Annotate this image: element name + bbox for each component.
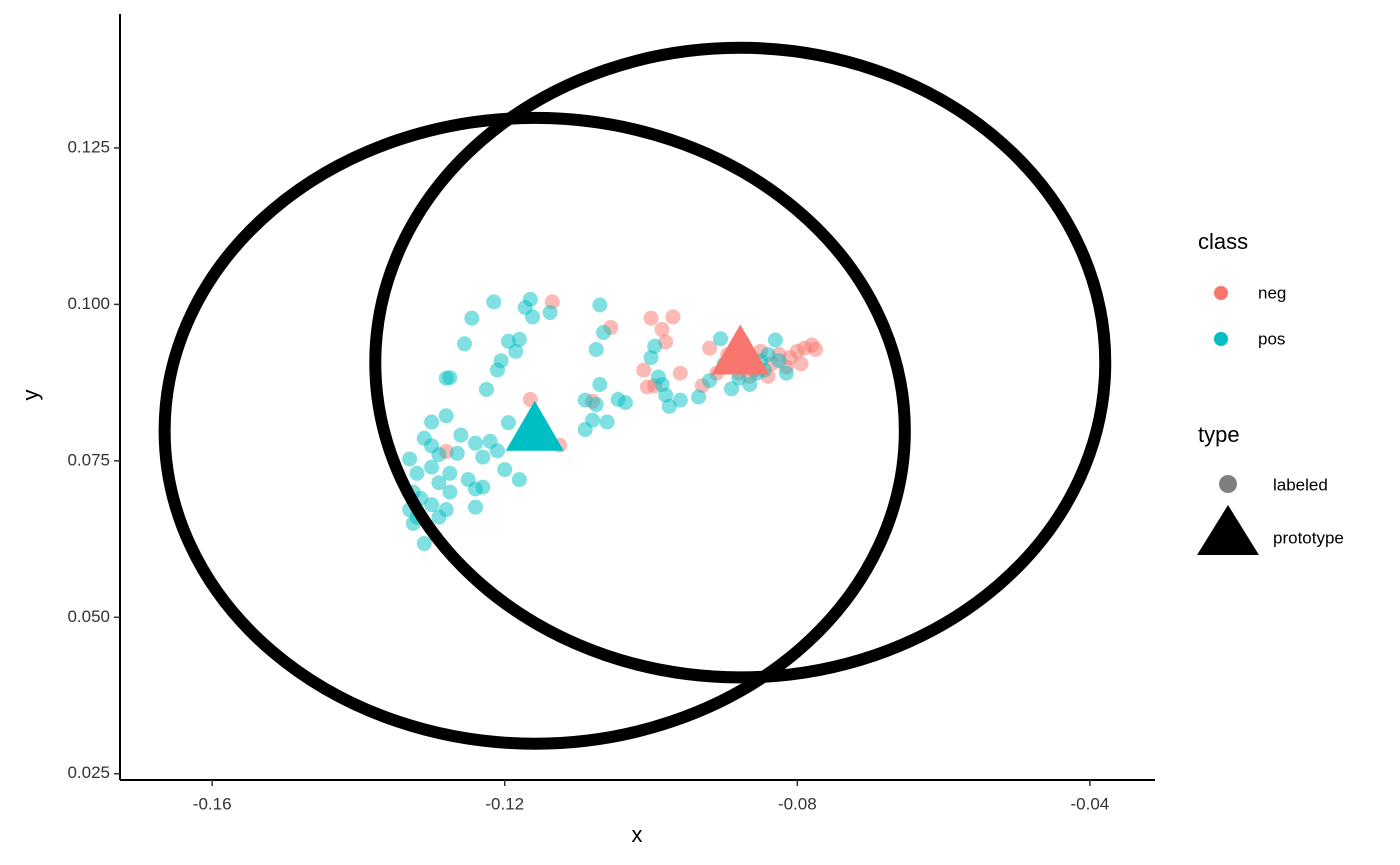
point [577, 422, 593, 438]
point [467, 435, 483, 451]
point [643, 310, 659, 326]
point [592, 376, 608, 392]
point [661, 398, 677, 414]
point [588, 341, 604, 357]
point [511, 331, 527, 347]
point [723, 381, 739, 397]
point [486, 294, 502, 310]
point [438, 502, 454, 518]
y-tick-label: 0.100 [67, 294, 110, 313]
y-tick-label: 0.075 [67, 450, 110, 469]
point [778, 365, 794, 381]
legend-symbol [1197, 505, 1259, 555]
point [449, 445, 465, 461]
prototype [711, 324, 770, 375]
legend-title: class [1198, 229, 1248, 254]
point [489, 443, 505, 459]
point [500, 415, 516, 431]
ellipse [369, 41, 1112, 684]
point [599, 414, 615, 430]
y-tick-label: 0.025 [67, 763, 110, 782]
point [431, 475, 447, 491]
point [592, 297, 608, 313]
point [588, 397, 604, 413]
point [478, 381, 494, 397]
point [742, 376, 758, 392]
ellipse [158, 111, 911, 750]
point [457, 336, 473, 352]
x-tick-label: -0.04 [1071, 794, 1110, 813]
x-axis-title: x [632, 822, 643, 847]
point [617, 395, 633, 411]
legend-label: prototype [1273, 528, 1344, 547]
point [409, 465, 425, 481]
point [654, 321, 670, 337]
point [636, 362, 652, 378]
point [402, 451, 418, 467]
point [525, 309, 541, 325]
legend-symbol [1214, 332, 1228, 346]
x-tick-label: -0.16 [193, 794, 232, 813]
point [431, 447, 447, 463]
point [731, 370, 747, 386]
point [672, 392, 688, 408]
point [442, 465, 458, 481]
point [511, 472, 527, 488]
point [475, 449, 491, 465]
point [702, 373, 718, 389]
point [647, 338, 663, 354]
point [424, 497, 440, 513]
point [542, 305, 558, 321]
point [442, 484, 458, 500]
point [489, 362, 505, 378]
point [665, 309, 681, 325]
legend-label: pos [1258, 329, 1285, 348]
y-tick-label: 0.050 [67, 607, 110, 626]
legend-label: labeled [1273, 475, 1328, 494]
point [464, 310, 480, 326]
x-tick-label: -0.12 [485, 794, 524, 813]
point [416, 535, 432, 551]
point [453, 427, 469, 443]
y-axis-title: y [18, 390, 43, 401]
point [771, 353, 787, 369]
y-tick-label: 0.125 [67, 137, 110, 156]
point [702, 340, 718, 356]
point [643, 350, 659, 366]
point [793, 356, 809, 372]
x-tick-label: -0.08 [778, 794, 817, 813]
point [438, 408, 454, 424]
legend-title: type [1198, 422, 1240, 447]
point [760, 346, 776, 362]
point [497, 462, 513, 478]
legend-symbol [1219, 475, 1237, 493]
point [672, 365, 688, 381]
point [639, 379, 655, 395]
point [475, 479, 491, 495]
legend-label: neg [1258, 283, 1286, 302]
point [808, 341, 824, 357]
point [691, 389, 707, 405]
prototype [505, 400, 564, 451]
point [424, 414, 440, 430]
point [442, 370, 458, 386]
point [658, 387, 674, 403]
point [713, 331, 729, 347]
point [595, 325, 611, 341]
point [767, 332, 783, 348]
point [424, 459, 440, 475]
legend-symbol [1214, 286, 1228, 300]
point [508, 343, 524, 359]
point [467, 499, 483, 515]
